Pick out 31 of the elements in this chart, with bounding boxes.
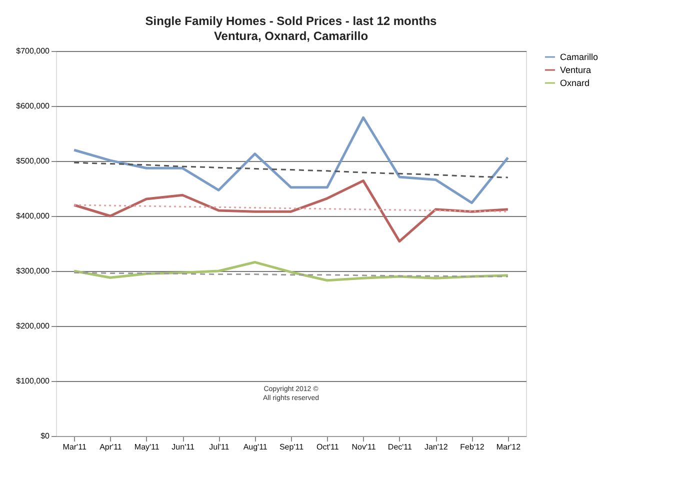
x-tick-label: Sep'11	[279, 442, 304, 452]
y-tick-label: $600,000	[16, 102, 50, 110]
x-tick-label: Mar'12	[496, 442, 522, 452]
legend-label: Camarillo	[560, 52, 598, 62]
line-series	[73, 162, 509, 178]
y-tick-label: $0	[40, 432, 50, 440]
y-tick-label: $100,000	[16, 376, 50, 386]
chart-subtitle: Ventura, Oxnard, Camarillo	[214, 29, 368, 43]
x-tick-label: Apr'11	[100, 442, 122, 452]
x-tick-label: Oct'11	[316, 442, 340, 452]
y-tick-label: $200,000	[16, 322, 50, 330]
x-tick-label: Nov'11	[352, 442, 376, 452]
chart-title: Single Family Homes - Sold Prices - last 12 months	[145, 14, 438, 28]
x-tick-label: Mar'11	[62, 442, 87, 452]
x-tick-label: Feb'12	[460, 442, 485, 452]
x-tick-label: Jun'11	[172, 442, 195, 452]
y-tick-label: $500,000	[16, 156, 50, 166]
x-tick-label: Dec'11	[388, 442, 413, 452]
x-tick-label: Jul'11	[209, 442, 230, 452]
legend-label: Oxnard	[560, 78, 590, 88]
x-tick-label: Jan'12	[424, 442, 448, 452]
line-series	[72, 116, 510, 204]
y-tick-label: $400,000	[16, 212, 50, 220]
line-series	[72, 260, 510, 282]
x-tick-label: May'11	[134, 442, 160, 452]
x-tick-label: Aug'11	[243, 442, 268, 452]
y-tick-label: $300,000	[16, 266, 50, 276]
line-series	[73, 204, 509, 212]
line-series	[72, 180, 510, 243]
y-tick-label: $700,000	[16, 46, 50, 56]
legend-label: Ventura	[560, 65, 592, 75]
